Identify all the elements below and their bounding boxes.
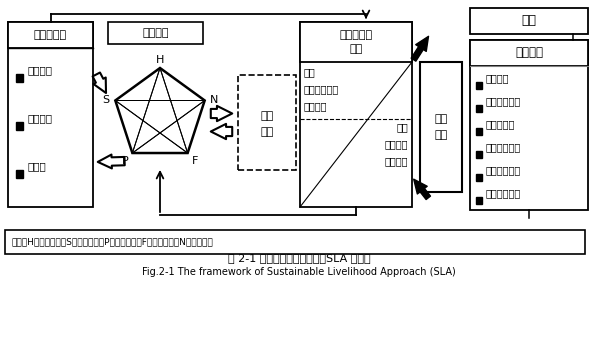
FancyArrowPatch shape xyxy=(210,106,232,121)
Bar xyxy=(476,82,482,89)
FancyArrowPatch shape xyxy=(93,73,106,93)
FancyArrowPatch shape xyxy=(414,179,431,200)
Bar xyxy=(476,174,482,181)
Text: 政府管理水平: 政府管理水平 xyxy=(304,84,339,94)
Text: 结构和过程: 结构和过程 xyxy=(340,30,373,40)
Text: 响应: 响应 xyxy=(260,128,274,138)
Text: 目标: 目标 xyxy=(521,14,536,28)
Bar xyxy=(470,8,588,34)
Text: 图 2-1 可持续生计分析框架（SLA 框架）: 图 2-1 可持续生计分析框架（SLA 框架） xyxy=(228,253,370,263)
Text: 影响: 影响 xyxy=(260,111,274,121)
Bar xyxy=(16,74,23,82)
Bar xyxy=(420,62,462,192)
Text: 结构: 结构 xyxy=(304,67,316,77)
Text: 资料利用优化: 资料利用优化 xyxy=(486,165,521,175)
FancyArrowPatch shape xyxy=(411,36,429,61)
Text: P: P xyxy=(122,156,129,166)
Text: 法律政策: 法律政策 xyxy=(385,139,408,149)
Text: N: N xyxy=(209,96,218,106)
Bar xyxy=(16,170,23,178)
Text: 私人财产: 私人财产 xyxy=(304,101,328,111)
Text: 生态环境改善: 生态环境改善 xyxy=(486,188,521,198)
Text: 脆弱性降低: 脆弱性降低 xyxy=(486,119,515,129)
Text: 过程: 过程 xyxy=(396,122,408,132)
Text: 生计资本: 生计资本 xyxy=(142,28,169,38)
Text: 脆弱性背景: 脆弱性背景 xyxy=(34,30,67,40)
Text: 策略: 策略 xyxy=(434,130,448,140)
Bar xyxy=(476,197,482,204)
Bar xyxy=(476,151,482,158)
FancyArrowPatch shape xyxy=(210,124,232,139)
Text: 生计结果: 生计结果 xyxy=(515,46,543,60)
Text: 收入增加: 收入增加 xyxy=(486,73,509,83)
Bar xyxy=(108,22,203,44)
Bar xyxy=(8,22,93,48)
Text: Fig.2-1 The framework of Sustainable Livelihood Approach (SLA): Fig.2-1 The framework of Sustainable Liv… xyxy=(142,267,456,277)
Bar xyxy=(470,40,588,66)
Text: H: H xyxy=(156,55,164,65)
Text: 备注：H：人力资本；S：社会资本；P：物质资本；F：金融资本；N：自然资本: 备注：H：人力资本；S：社会资本；P：物质资本；F：金融资本；N：自然资本 xyxy=(11,237,213,247)
Bar xyxy=(5,230,585,254)
Text: 转变: 转变 xyxy=(349,44,362,54)
Bar xyxy=(300,22,412,62)
Bar xyxy=(8,22,93,207)
Bar xyxy=(476,105,482,112)
FancyArrowPatch shape xyxy=(98,154,125,169)
Bar xyxy=(16,122,23,130)
Text: S: S xyxy=(103,96,110,106)
Text: 季节性: 季节性 xyxy=(28,161,47,171)
Text: 外部冲击: 外部冲击 xyxy=(28,65,53,75)
Bar xyxy=(238,75,296,170)
Bar xyxy=(470,40,588,210)
Text: 发展趋势: 发展趋势 xyxy=(28,113,53,123)
Bar xyxy=(300,22,412,207)
Text: 生计: 生计 xyxy=(434,114,448,124)
Bar xyxy=(476,128,482,135)
Text: F: F xyxy=(191,156,198,166)
Text: 文化制度: 文化制度 xyxy=(385,156,408,166)
Text: 食物安全增加: 食物安全增加 xyxy=(486,142,521,152)
Text: 生活水平提高: 生活水平提高 xyxy=(486,96,521,106)
